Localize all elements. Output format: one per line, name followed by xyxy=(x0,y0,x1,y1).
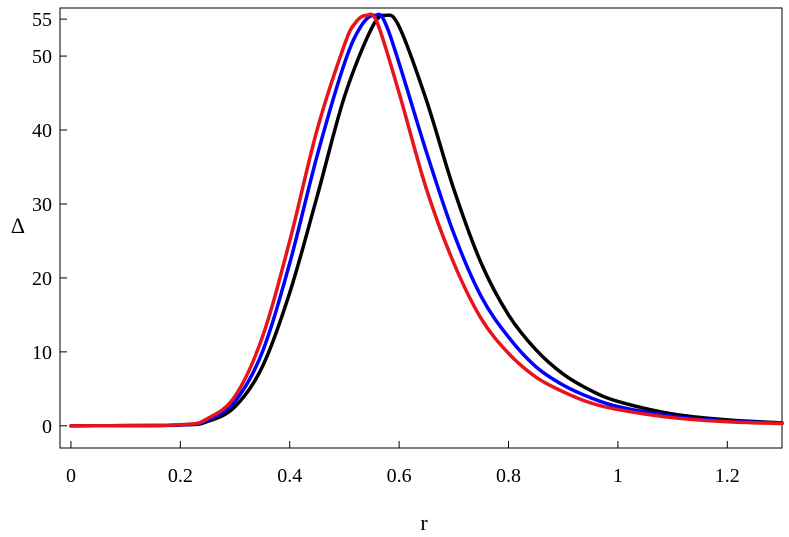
x-tick-label: 1.2 xyxy=(715,465,740,487)
y-tick-label: 50 xyxy=(32,46,52,68)
x-tick-label: 0.4 xyxy=(277,465,302,487)
y-tick-label: 30 xyxy=(32,194,52,216)
y-tick-label: 40 xyxy=(32,120,52,142)
series-line-3 xyxy=(69,12,784,428)
x-tick-label: 0.6 xyxy=(387,465,412,487)
x-tick-label: 0 xyxy=(66,465,76,487)
x-tick-label: 1 xyxy=(613,465,623,487)
x-tick-label: 0.2 xyxy=(168,465,193,487)
y-tick-label: 20 xyxy=(32,268,52,290)
y-tick-label: 10 xyxy=(32,342,52,364)
x-tick-label: 0.8 xyxy=(496,465,521,487)
plot-frame xyxy=(59,7,783,449)
series-line-1 xyxy=(69,13,784,428)
y-tick-label: 55 xyxy=(32,9,52,31)
y-axis-label: Δ xyxy=(11,213,25,238)
x-axis-label: r xyxy=(420,510,428,535)
y-axis: 0 10 20 30 40 50 55 xyxy=(32,9,67,438)
series-group xyxy=(69,12,784,428)
y-tick-label: 0 xyxy=(42,416,52,438)
x-axis: 0 0.2 0.4 0.6 0.8 1 1.2 xyxy=(66,441,740,487)
series-line-2 xyxy=(69,12,784,428)
